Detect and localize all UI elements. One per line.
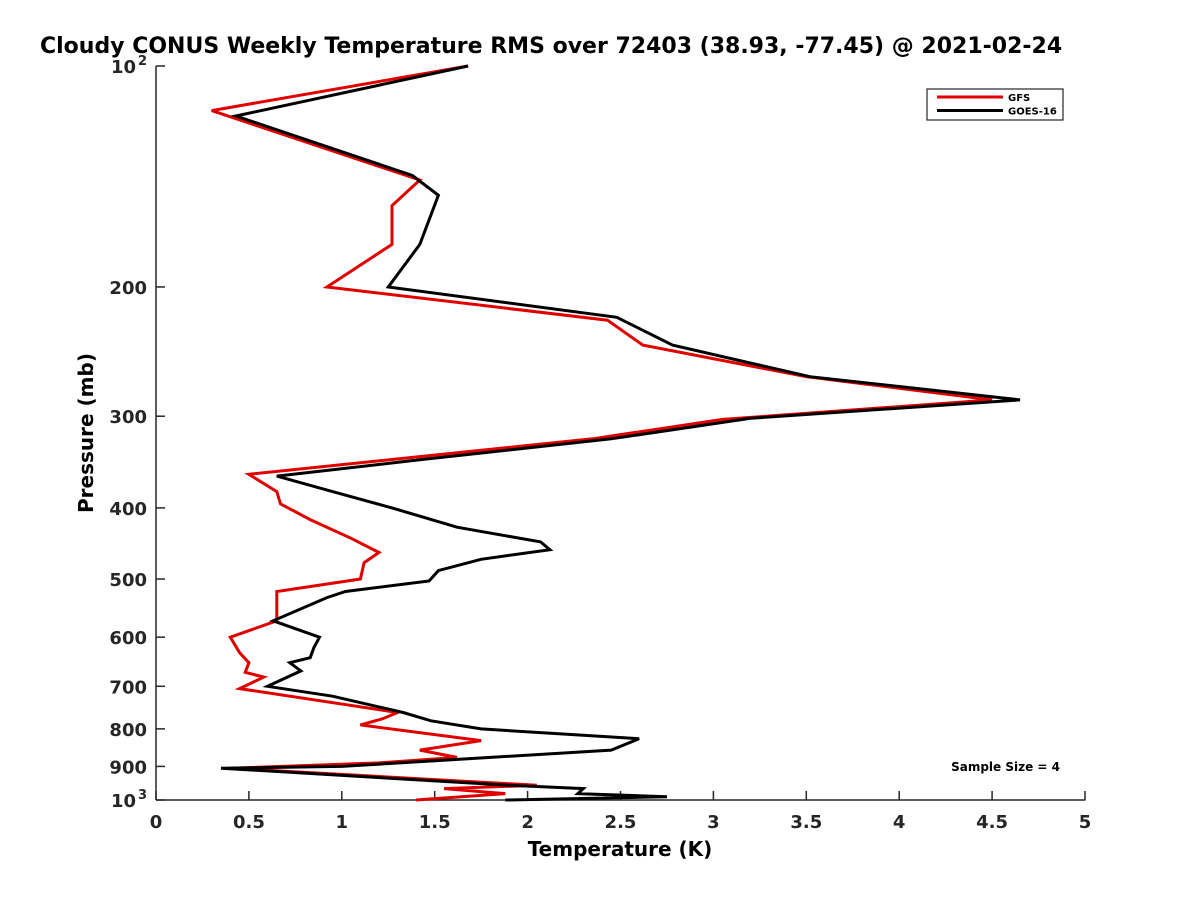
y-tick-label: 400 (109, 499, 147, 520)
legend: GFS GOES-16 (926, 88, 1064, 121)
sample-size-annotation: Sample Size = 4 (951, 760, 1060, 774)
series-line-gfs (211, 64, 993, 802)
y-tick-label: 500 (109, 570, 147, 591)
y-tick-label: 600 (109, 628, 147, 649)
legend-entry: GOES-16 (1008, 107, 1057, 118)
legend-box (926, 88, 1064, 121)
series-line-goes-16 (220, 64, 1021, 802)
y-tick-label: 10 (111, 791, 136, 812)
x-tick-label: 3 (707, 812, 720, 833)
y-tick-label: 900 (109, 757, 147, 778)
x-axis-label: Temperature (K) (528, 837, 713, 861)
legend-entry: GFS (1008, 93, 1030, 104)
x-tick-label: 2.5 (605, 812, 637, 833)
x-tick-label: 4.5 (976, 812, 1008, 833)
chart-title: Cloudy CONUS Weekly Temperature RMS over… (40, 34, 1063, 59)
x-tick-label: 5 (1079, 812, 1092, 833)
y-tick-exponent: 3 (138, 788, 147, 803)
x-tick-label: 2 (521, 812, 534, 833)
y-tick-label: 700 (109, 677, 147, 698)
y-tick-label: 300 (109, 407, 147, 428)
y-tick-label: 10 (111, 57, 136, 78)
x-tick-label: 1.5 (419, 812, 451, 833)
y-tick-label: 800 (109, 720, 147, 741)
y-tick-exponent: 2 (138, 54, 147, 69)
x-tick-label: 1 (336, 812, 349, 833)
y-tick-label: 200 (109, 278, 147, 299)
x-tick-label: 4 (893, 812, 906, 833)
x-tick-label: 0.5 (233, 812, 265, 833)
x-tick-label: 3.5 (790, 812, 822, 833)
series-group (211, 64, 1021, 802)
y-axis-label: Pressure (mb) (74, 353, 98, 513)
axes: 0 0.5 1 1.5 2 2.5 3 3.5 4 4.5 510 22003004005006007… (109, 54, 1091, 833)
x-tick-label: 0 (150, 812, 163, 833)
